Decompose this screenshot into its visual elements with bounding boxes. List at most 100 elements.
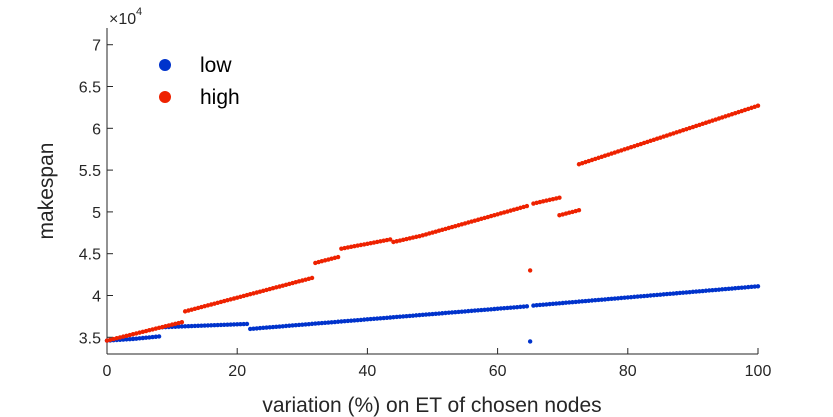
data-point-low bbox=[723, 286, 728, 292]
legend-label-low: low bbox=[200, 54, 232, 77]
data-point-low bbox=[651, 293, 657, 298]
data-point-low bbox=[153, 334, 159, 339]
data-point-low bbox=[156, 334, 162, 339]
data-point-low bbox=[501, 306, 507, 311]
data-point-high bbox=[378, 239, 383, 244]
x-tick-label: 60 bbox=[489, 363, 507, 380]
data-point-low bbox=[537, 302, 543, 308]
data-point-low bbox=[687, 289, 692, 295]
x-tick-label: 40 bbox=[359, 363, 377, 380]
data-point-low bbox=[449, 310, 455, 315]
data-point-low bbox=[199, 323, 204, 328]
data-point-low bbox=[339, 319, 344, 324]
data-point-low bbox=[231, 322, 237, 327]
data-point-low bbox=[453, 310, 458, 315]
data-point-low bbox=[749, 284, 754, 290]
data-point-low bbox=[267, 325, 272, 330]
y-tick-label: 3.5 bbox=[79, 330, 101, 347]
data-point-low bbox=[365, 317, 370, 322]
y-tick-label: 7 bbox=[92, 38, 101, 55]
data-point-low bbox=[436, 311, 442, 316]
y-tick-label: 4 bbox=[92, 288, 101, 305]
data-point-low bbox=[371, 316, 377, 322]
data-point-low bbox=[589, 298, 595, 303]
data-point-low bbox=[641, 293, 647, 299]
data-point-high bbox=[374, 239, 380, 245]
legend-label-high: high bbox=[200, 86, 240, 109]
data-point-low bbox=[124, 337, 129, 342]
data-point-low bbox=[348, 318, 354, 323]
legend-marker-high bbox=[159, 91, 171, 103]
data-point-low bbox=[378, 316, 383, 321]
data-point-high bbox=[352, 244, 357, 249]
data-point-low bbox=[342, 319, 347, 324]
data-point-low bbox=[329, 320, 334, 325]
data-point-low bbox=[384, 315, 390, 320]
data-point-low bbox=[195, 323, 201, 329]
data-point-low bbox=[693, 289, 699, 294]
data-point-low bbox=[557, 301, 562, 306]
data-point-low bbox=[387, 315, 393, 320]
data-point-low bbox=[313, 321, 318, 326]
data-point-low bbox=[482, 307, 487, 313]
data-point-low bbox=[654, 292, 660, 298]
data-point-low bbox=[345, 318, 351, 324]
data-point-high bbox=[345, 245, 351, 250]
data-point-low bbox=[355, 317, 360, 323]
data-point-low bbox=[189, 323, 194, 329]
data-point-low bbox=[459, 309, 464, 314]
data-point-low bbox=[635, 294, 640, 299]
data-point-low bbox=[645, 293, 650, 298]
series-high bbox=[104, 103, 761, 343]
data-point-low bbox=[238, 321, 243, 327]
data-point-low bbox=[309, 321, 315, 327]
data-point-high bbox=[309, 275, 315, 281]
data-point-low bbox=[485, 307, 491, 312]
data-point-low bbox=[417, 312, 422, 318]
data-point-low bbox=[287, 323, 292, 328]
data-point-low bbox=[638, 294, 644, 299]
data-point-low bbox=[576, 299, 582, 304]
data-point-low bbox=[475, 308, 481, 313]
data-point-low bbox=[407, 313, 412, 319]
data-point-low bbox=[225, 322, 230, 327]
data-point-high bbox=[361, 242, 367, 247]
data-point-low bbox=[248, 326, 253, 332]
data-point-low bbox=[430, 311, 435, 317]
data-point-low bbox=[560, 300, 565, 306]
data-point-low bbox=[505, 305, 510, 311]
legend: low high bbox=[159, 54, 240, 109]
data-point-low bbox=[283, 323, 289, 329]
data-point-low bbox=[593, 298, 598, 303]
data-point-low bbox=[680, 290, 686, 295]
data-point-low bbox=[677, 290, 683, 296]
data-point-low bbox=[573, 299, 578, 305]
data-point-low bbox=[619, 295, 624, 301]
data-point-low bbox=[612, 296, 617, 301]
data-point-low bbox=[254, 326, 259, 331]
data-point-low bbox=[277, 324, 282, 329]
data-point-low bbox=[423, 312, 429, 317]
data-point-low bbox=[179, 324, 185, 329]
data-point-low bbox=[414, 313, 419, 318]
data-point-low bbox=[609, 296, 614, 302]
data-point-low bbox=[479, 307, 484, 313]
data-point-low bbox=[596, 297, 601, 303]
data-point-low bbox=[658, 292, 663, 297]
data-point-low bbox=[316, 321, 321, 326]
data-point-low bbox=[176, 324, 181, 329]
data-point-low bbox=[700, 288, 705, 294]
data-point-low bbox=[736, 285, 741, 291]
data-point-low bbox=[257, 325, 263, 331]
data-point-low bbox=[202, 323, 207, 328]
data-point-low bbox=[602, 297, 608, 302]
data-point-high bbox=[348, 244, 354, 250]
data-point-low bbox=[235, 322, 240, 327]
data-point-low bbox=[684, 290, 689, 295]
data-point-high bbox=[384, 237, 390, 243]
x-tick-label: 0 bbox=[103, 363, 112, 380]
data-point-low bbox=[274, 324, 279, 329]
data-point-low bbox=[410, 313, 416, 318]
data-point-low bbox=[606, 296, 611, 302]
